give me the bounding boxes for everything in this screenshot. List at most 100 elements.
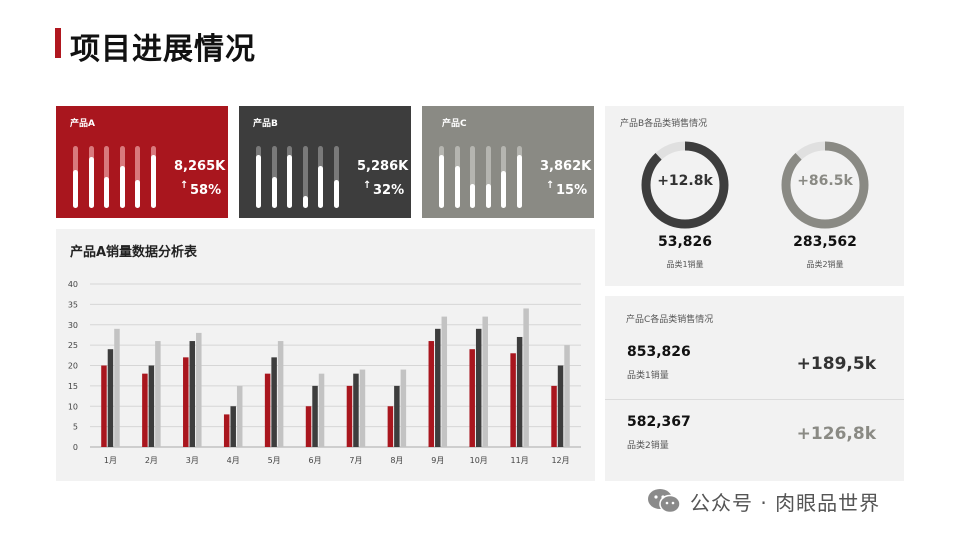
chart-bar <box>441 316 448 447</box>
y-tick-label: 30 <box>68 321 78 330</box>
mini-bar <box>104 146 109 208</box>
chart-bar <box>107 349 114 447</box>
chart-bar <box>148 365 155 447</box>
card-value: 5,286K <box>357 159 409 174</box>
y-tick-label: 25 <box>68 341 78 350</box>
mini-bar <box>271 146 277 208</box>
category-label: 品类1销量 <box>627 371 669 381</box>
donut-chart-1: +12.8k <box>639 139 731 231</box>
card-value: 8,265K <box>174 159 226 174</box>
chart-bar <box>236 385 243 447</box>
chart-bar <box>400 369 407 447</box>
mini-bar <box>470 146 475 208</box>
x-tick-label: 8月 <box>390 456 403 465</box>
x-tick-label: 4月 <box>227 456 240 465</box>
mini-bar <box>88 146 94 208</box>
y-tick-label: 40 <box>68 280 78 289</box>
chart-bar <box>312 385 318 447</box>
chart-bar <box>469 349 475 447</box>
x-tick-label: 1月 <box>104 456 117 465</box>
mini-bar <box>516 146 522 208</box>
chart-bar <box>387 406 394 447</box>
divider <box>605 399 904 400</box>
chart-bar <box>142 373 148 447</box>
mini-bar <box>135 146 140 208</box>
chart-bar <box>523 308 529 447</box>
mini-bar <box>501 146 506 208</box>
x-tick-label: 7月 <box>349 456 362 465</box>
mini-bar <box>333 146 339 208</box>
panel-b-label: 产品B各品类销售情况 <box>620 119 708 129</box>
card-percent: 32% <box>373 183 405 198</box>
category-label: 品类1销量 <box>666 260 704 269</box>
footer-watermark: 公众号 · 肉眼品世界 <box>646 486 880 516</box>
product-card-c: 产品C 3,862K ↑ 15% <box>422 106 594 218</box>
chart-bar <box>196 332 202 447</box>
donut-delta: +12.8k <box>657 173 713 189</box>
product-card-a: 产品A 8,265K ↑ 58% <box>56 106 228 218</box>
mini-bar <box>150 146 156 208</box>
donut-arc <box>781 141 869 229</box>
category-total: 53,826 <box>657 234 713 250</box>
x-tick-label: 5月 <box>268 456 281 465</box>
chart-bar <box>359 369 366 447</box>
up-arrow-icon: ↑ <box>180 180 189 191</box>
sales-chart-panel: 产品A销量数据分析表 0 5 10 15 20 25 30 35 40 1月 2月 3月 4月 5月 6月 7… <box>56 229 595 481</box>
y-tick-label: 20 <box>68 362 78 371</box>
category-total: 582,367 <box>627 414 691 430</box>
wechat-icon <box>648 489 681 514</box>
x-tick-label: 10月 <box>470 456 488 465</box>
card-name: 产品C <box>442 119 467 129</box>
chart-bar <box>101 365 107 447</box>
chart-bar <box>183 357 189 447</box>
x-tick-label: 9月 <box>431 456 444 465</box>
mini-bar <box>119 146 125 208</box>
card-value: 3,862K <box>540 159 592 174</box>
chart-bar <box>271 357 277 447</box>
category-total: 283,562 <box>793 234 857 250</box>
x-tick-label: 12月 <box>551 456 569 465</box>
chart-bar <box>223 414 230 447</box>
chart-bar <box>318 373 325 447</box>
mini-bar <box>485 146 491 208</box>
chart-bar <box>114 328 120 447</box>
mini-bar <box>302 146 308 208</box>
chart-bar <box>435 328 441 447</box>
y-tick-label: 0 <box>73 443 78 452</box>
category-delta: +189,5k <box>796 354 876 374</box>
y-tick-label: 10 <box>68 402 78 411</box>
mini-bar <box>454 146 460 208</box>
chart-bar <box>394 385 400 447</box>
mini-bar <box>287 146 292 208</box>
x-tick-label: 2月 <box>145 456 158 465</box>
category-total: 853,826 <box>627 344 691 360</box>
card-name: 产品A <box>70 119 95 129</box>
chart-bar <box>230 406 236 447</box>
y-tick-label: 35 <box>68 300 78 309</box>
product-b-panel: 产品B各品类销售情况 +12.8k 53,826 品类1销量 +86.5k 28… <box>605 106 904 286</box>
mini-bar <box>439 146 444 208</box>
category-label: 品类2销量 <box>627 441 669 451</box>
chart-bar <box>155 341 161 447</box>
chart-bar <box>189 341 196 447</box>
category-label: 品类2销量 <box>806 260 844 269</box>
title-accent-bar <box>55 28 61 58</box>
up-arrow-icon: ↑ <box>546 180 555 191</box>
chart-bar <box>353 373 359 447</box>
donut-chart-2: +86.5k <box>779 139 871 231</box>
y-tick-label: 5 <box>73 423 78 432</box>
chart-bar <box>557 365 564 447</box>
card-percent: 15% <box>556 183 588 198</box>
mini-bar <box>318 146 323 208</box>
mini-bar <box>256 146 261 208</box>
product-c-panel: 产品C各品类销售情况 853,826 品类1销量 +189,5k 582,367… <box>605 296 904 481</box>
card-name: 产品B <box>253 119 278 129</box>
chart-bar <box>277 341 284 447</box>
category-delta: +126,8k <box>796 424 876 444</box>
chart-bar <box>475 328 482 447</box>
y-tick-label: 15 <box>68 382 78 391</box>
chart-bar <box>428 341 435 447</box>
chart-bar <box>516 336 523 447</box>
bar-chart: 0 5 10 15 20 25 30 35 40 1月 2月 3月 4月 5月 6月 7月 8月 9月 10月 11月… <box>68 280 581 465</box>
donut-delta: +86.5k <box>797 173 853 189</box>
